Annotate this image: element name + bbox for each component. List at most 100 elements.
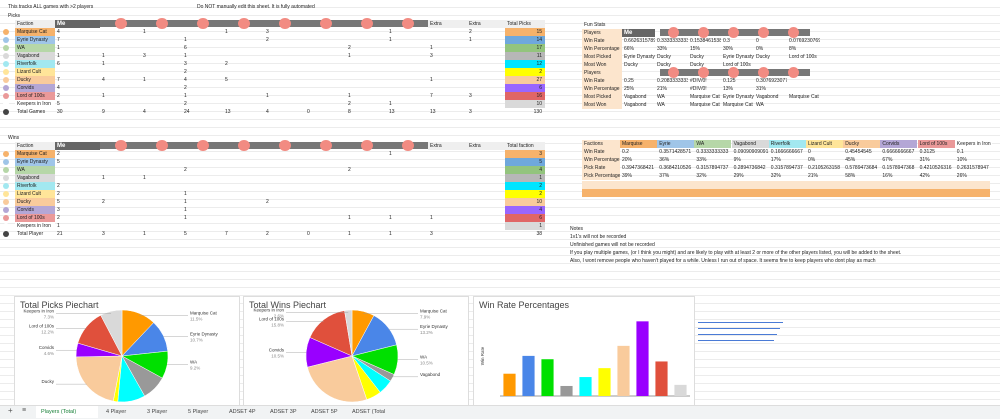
header-shape — [402, 18, 414, 29]
stat-cell: 31% — [756, 86, 767, 92]
value-cell: 5 — [57, 101, 60, 107]
stat-cell: WA — [657, 102, 665, 108]
faction-header: Factions — [582, 140, 620, 148]
link — [698, 340, 774, 341]
value-cell: 24 — [184, 109, 190, 115]
header-shape — [238, 18, 250, 29]
total-cell: 6 — [505, 84, 545, 92]
total-cell: 16 — [505, 92, 545, 100]
value-cell: 2 — [102, 199, 105, 205]
sheet-tab[interactable]: ADSET (Total) — [352, 409, 385, 415]
sheet-tab[interactable]: Players (Total) — [36, 406, 98, 418]
faction-cell: Riverfolk — [15, 60, 55, 68]
total-cell: 14 — [505, 36, 545, 44]
value-cell: 2 — [184, 167, 187, 173]
sheet-tab[interactable]: 3 Player — [147, 409, 168, 415]
header-cell: Me — [55, 142, 100, 150]
sheet-tab[interactable]: ADSET 3P — [270, 409, 297, 415]
stat-label: Players — [582, 69, 622, 77]
header-cell: Total faction — [505, 142, 545, 150]
chart-title: Win Rate Percentages — [479, 300, 570, 310]
faction-icon — [3, 175, 9, 181]
header-cell: Extra — [467, 142, 505, 150]
header-shape — [115, 140, 127, 151]
stat-cell: 0.1538461538 — [690, 38, 721, 44]
value-cell: 2 — [57, 151, 60, 157]
value-cell: 9 — [102, 109, 105, 115]
bar — [598, 368, 611, 396]
value-cell: 1 — [143, 29, 146, 35]
stat-cell: Marquise Cat — [789, 94, 819, 100]
slice-label: Corvids — [39, 345, 55, 350]
stat-cell: 0.07692307692 — [789, 38, 820, 44]
stat-cell: Lord of 100s — [723, 62, 751, 68]
value-cell: 5 — [225, 77, 228, 83]
faction-cell: WA — [15, 166, 55, 174]
stat-cell: 29% — [733, 173, 744, 179]
value-cell: 2 — [225, 61, 228, 67]
value-cell: 1 — [102, 93, 105, 99]
slice-label: Keepers in Iron — [253, 307, 284, 312]
sheet-tab[interactable]: 5 Player — [188, 409, 209, 415]
value-cell: 2 — [57, 183, 60, 189]
total-cell: 10 — [505, 100, 545, 108]
stat-cell: 0% — [808, 157, 816, 163]
value-cell: 1 — [430, 77, 433, 83]
faction-cell: Total Games — [17, 109, 46, 115]
stat-cell: 25% — [624, 86, 635, 92]
slice-value: 7.3% — [44, 315, 54, 320]
value-cell: 4 — [57, 29, 60, 35]
value-cell: 1 — [102, 53, 105, 59]
stat-cell: 67% — [882, 157, 893, 163]
sheet-tab[interactable]: 4 Player — [106, 409, 127, 415]
faction-header: Marquise — [620, 140, 657, 148]
faction-cell: Lord of 100s — [15, 214, 55, 222]
stat-cell: 37% — [659, 173, 670, 179]
value-cell: 2 — [184, 69, 187, 75]
stat-cell: 0.3076923077 — [756, 78, 787, 84]
stat-cell: 10% — [956, 157, 967, 163]
stat-cell: 42% — [919, 173, 930, 179]
slice-value: 13.2% — [420, 330, 433, 335]
faction-cell: Eyrie Dynasty — [15, 36, 55, 44]
stat-cell: Eyrie Dynasty — [723, 94, 754, 100]
section-title: Fun Stats — [584, 22, 606, 28]
stat-cell: 31% — [919, 157, 930, 163]
value-cell: 3 — [430, 53, 433, 59]
value-cell: 3 — [184, 61, 187, 67]
faction-icon — [3, 29, 9, 35]
faction-header: Vagabond — [731, 140, 769, 148]
link — [698, 328, 780, 329]
value-cell: 13 — [225, 109, 231, 115]
stat-cell: Vagabond — [756, 94, 779, 100]
value-cell: 2 — [348, 101, 351, 107]
faction-cell: Corvids — [15, 84, 55, 92]
stat-label: Win Rate — [582, 77, 622, 85]
bar — [579, 377, 592, 396]
total-cell: 12 — [505, 60, 545, 68]
faction-cell: Marquise Cat — [15, 28, 55, 36]
header-shape — [668, 27, 679, 38]
stat-cell: 66% — [624, 46, 635, 52]
value-cell: 6 — [184, 45, 187, 51]
stat-cell: 0.125 — [723, 78, 736, 84]
value-cell: 2 — [184, 85, 187, 91]
slice-value: 10.7% — [190, 338, 203, 343]
stat-cell: 9% — [733, 157, 741, 163]
stat-cell: Ducky — [690, 54, 704, 60]
header-cell: Extra — [428, 142, 467, 150]
sheet-tab[interactable]: ADSET 4P — [229, 409, 256, 415]
value-cell: 1 — [102, 175, 105, 181]
stat-label: Players — [582, 29, 622, 37]
stat-cell: 0.2083333333 — [657, 78, 688, 84]
note-line: 1v1's will not be recorded — [570, 234, 627, 240]
header-shape — [279, 140, 291, 151]
slice-value: 11.5% — [190, 316, 202, 321]
all-sheets: ≡ — [22, 407, 27, 414]
sheet-tab[interactable]: ADSET 5P — [311, 409, 338, 415]
stat-cell: 0.3684210526 — [659, 165, 692, 171]
stat-cell: 0.3947368421 — [622, 165, 654, 171]
value-cell: 4 — [266, 109, 269, 115]
stat-cell: Eyrie Dynasty — [624, 54, 655, 60]
value-cell: 2 — [266, 37, 269, 43]
